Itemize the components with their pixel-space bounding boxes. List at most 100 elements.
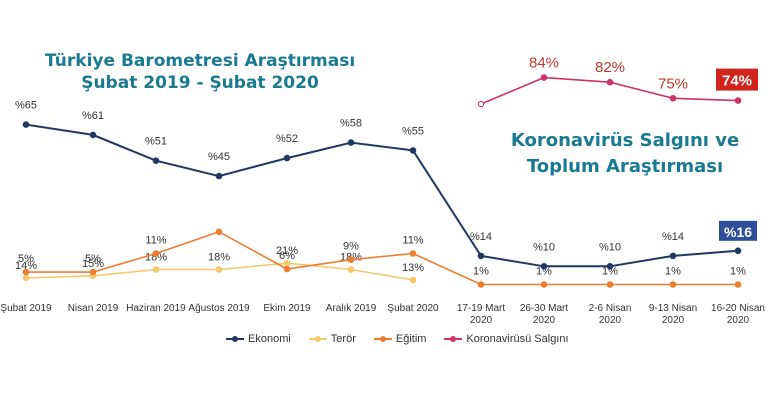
data-label: 1%: [665, 266, 681, 278]
data-point: [669, 281, 677, 288]
right-chart-title: Koronavirüs Salgını ve Toplum Araştırmas…: [480, 128, 770, 180]
data-point: [152, 157, 160, 164]
data-point: [669, 252, 677, 260]
data-label: 75%: [658, 75, 688, 92]
data-point: [734, 281, 742, 288]
data-label: %14: [662, 231, 684, 243]
legend-swatch: [373, 335, 392, 343]
right-title-line-2: Toplum Araştırması: [526, 156, 724, 177]
data-point: [606, 78, 614, 86]
data-point: [215, 228, 223, 236]
data-label: 11%: [145, 235, 166, 247]
legend-swatch: [444, 335, 463, 343]
data-label: 11%: [402, 235, 423, 247]
data-label: 84%: [529, 55, 559, 72]
data-point: [89, 131, 97, 139]
data-point: [540, 74, 548, 81]
data-label: 1%: [602, 266, 618, 278]
x-tick-label: Ağustos 2019: [188, 303, 250, 314]
data-point: [606, 281, 614, 288]
x-tick-label: 2020: [599, 315, 622, 326]
data-label: 5%: [85, 253, 101, 265]
data-point: [22, 121, 30, 128]
data-point: [152, 266, 160, 273]
legend-label: Terör: [330, 333, 356, 345]
data-point: [734, 247, 742, 255]
data-label: %14: [470, 231, 492, 243]
data-point: [347, 139, 355, 146]
data-label: %61: [82, 110, 104, 122]
data-point: [409, 250, 417, 257]
data-label: 1%: [730, 266, 746, 278]
series-line-ekonomi: [25, 123, 739, 268]
data-point: [734, 97, 742, 104]
data-point: [606, 263, 614, 270]
right-title-line-1: Koronavirüs Salgını ve: [510, 130, 740, 151]
series-line-eğitim: [26, 230, 738, 286]
data-point: [22, 274, 30, 282]
legend: Ekonomi Terör Eğitim Koronavirüsü Salgını: [226, 333, 569, 345]
x-tick-label: 2-6 Nisan: [589, 303, 632, 314]
data-point: [22, 268, 30, 276]
x-tick-label: Haziran 2019: [126, 303, 186, 314]
x-tick-label: 2020: [470, 315, 493, 326]
highlight-box: [719, 220, 757, 241]
x-tick-label: 2020: [533, 315, 556, 326]
data-point: [347, 256, 355, 264]
x-tick-label: Aralık 2019: [326, 303, 377, 314]
x-tick-label: 9-13 Nisan: [649, 303, 697, 314]
data-point: [283, 154, 291, 162]
data-label: 82%: [595, 59, 625, 76]
x-tick-label: Şubat 2019: [0, 303, 52, 314]
data-label: 5%: [18, 253, 34, 265]
data-point: [540, 263, 548, 270]
data-label: %45: [208, 151, 230, 163]
data-label: %10: [533, 241, 555, 253]
legend-item: Terör: [308, 333, 356, 345]
legend-label: Ekonomi: [248, 333, 291, 345]
data-point: [477, 100, 485, 108]
data-point: [347, 266, 355, 273]
legend-swatch: [308, 335, 327, 343]
left-title-line-2: Şubat 2019 - Şubat 2020: [81, 73, 319, 93]
data-label: %55: [402, 125, 424, 137]
data-label: 13%: [402, 262, 424, 274]
x-tick-label: 2020: [727, 315, 750, 326]
data-point: [409, 147, 417, 154]
x-tick-label: Şubat 2020: [387, 303, 439, 314]
x-tick-label: Ekim 2019: [263, 303, 311, 314]
legend-label: Eğitim: [395, 333, 427, 345]
data-label: 9%: [343, 241, 359, 253]
x-tick-label: 2020: [662, 315, 685, 326]
data-point: [89, 268, 97, 276]
data-label: 21%: [276, 245, 298, 257]
x-tick-label: 17-19 Mart: [457, 303, 506, 314]
data-point: [283, 265, 291, 273]
data-point: [215, 172, 223, 180]
legend-item: Koronavirüsü Salgını: [444, 333, 569, 345]
data-point: [477, 281, 485, 288]
legend-item: Ekonomi: [226, 333, 291, 345]
data-label: 1%: [536, 266, 552, 278]
data-point: [669, 95, 677, 102]
data-point: [215, 266, 223, 273]
data-point: [152, 250, 160, 257]
data-point: [477, 252, 485, 260]
data-label: %52: [276, 133, 298, 145]
left-title-line-1: Türkiye Barometresi Araştırması: [44, 51, 356, 71]
data-point: [409, 276, 417, 284]
legend-label: Koronavirüsü Salgını: [466, 333, 569, 345]
data-label: 74%: [722, 73, 752, 90]
x-tick-label: 16-20 Nisan: [711, 303, 765, 314]
data-label: %58: [340, 118, 362, 130]
data-label: %16: [724, 224, 752, 240]
data-label: 15%: [82, 258, 104, 270]
data-label: 14%: [15, 260, 37, 272]
x-tick-label: Nisan 2019: [68, 303, 119, 314]
data-label: 1%: [473, 266, 489, 278]
left-chart-title: Türkiye Barometresi Araştırması Şubat 20…: [40, 50, 360, 94]
data-point: [540, 281, 548, 288]
data-label: 6%: [279, 250, 295, 262]
legend-swatch: [226, 335, 244, 343]
